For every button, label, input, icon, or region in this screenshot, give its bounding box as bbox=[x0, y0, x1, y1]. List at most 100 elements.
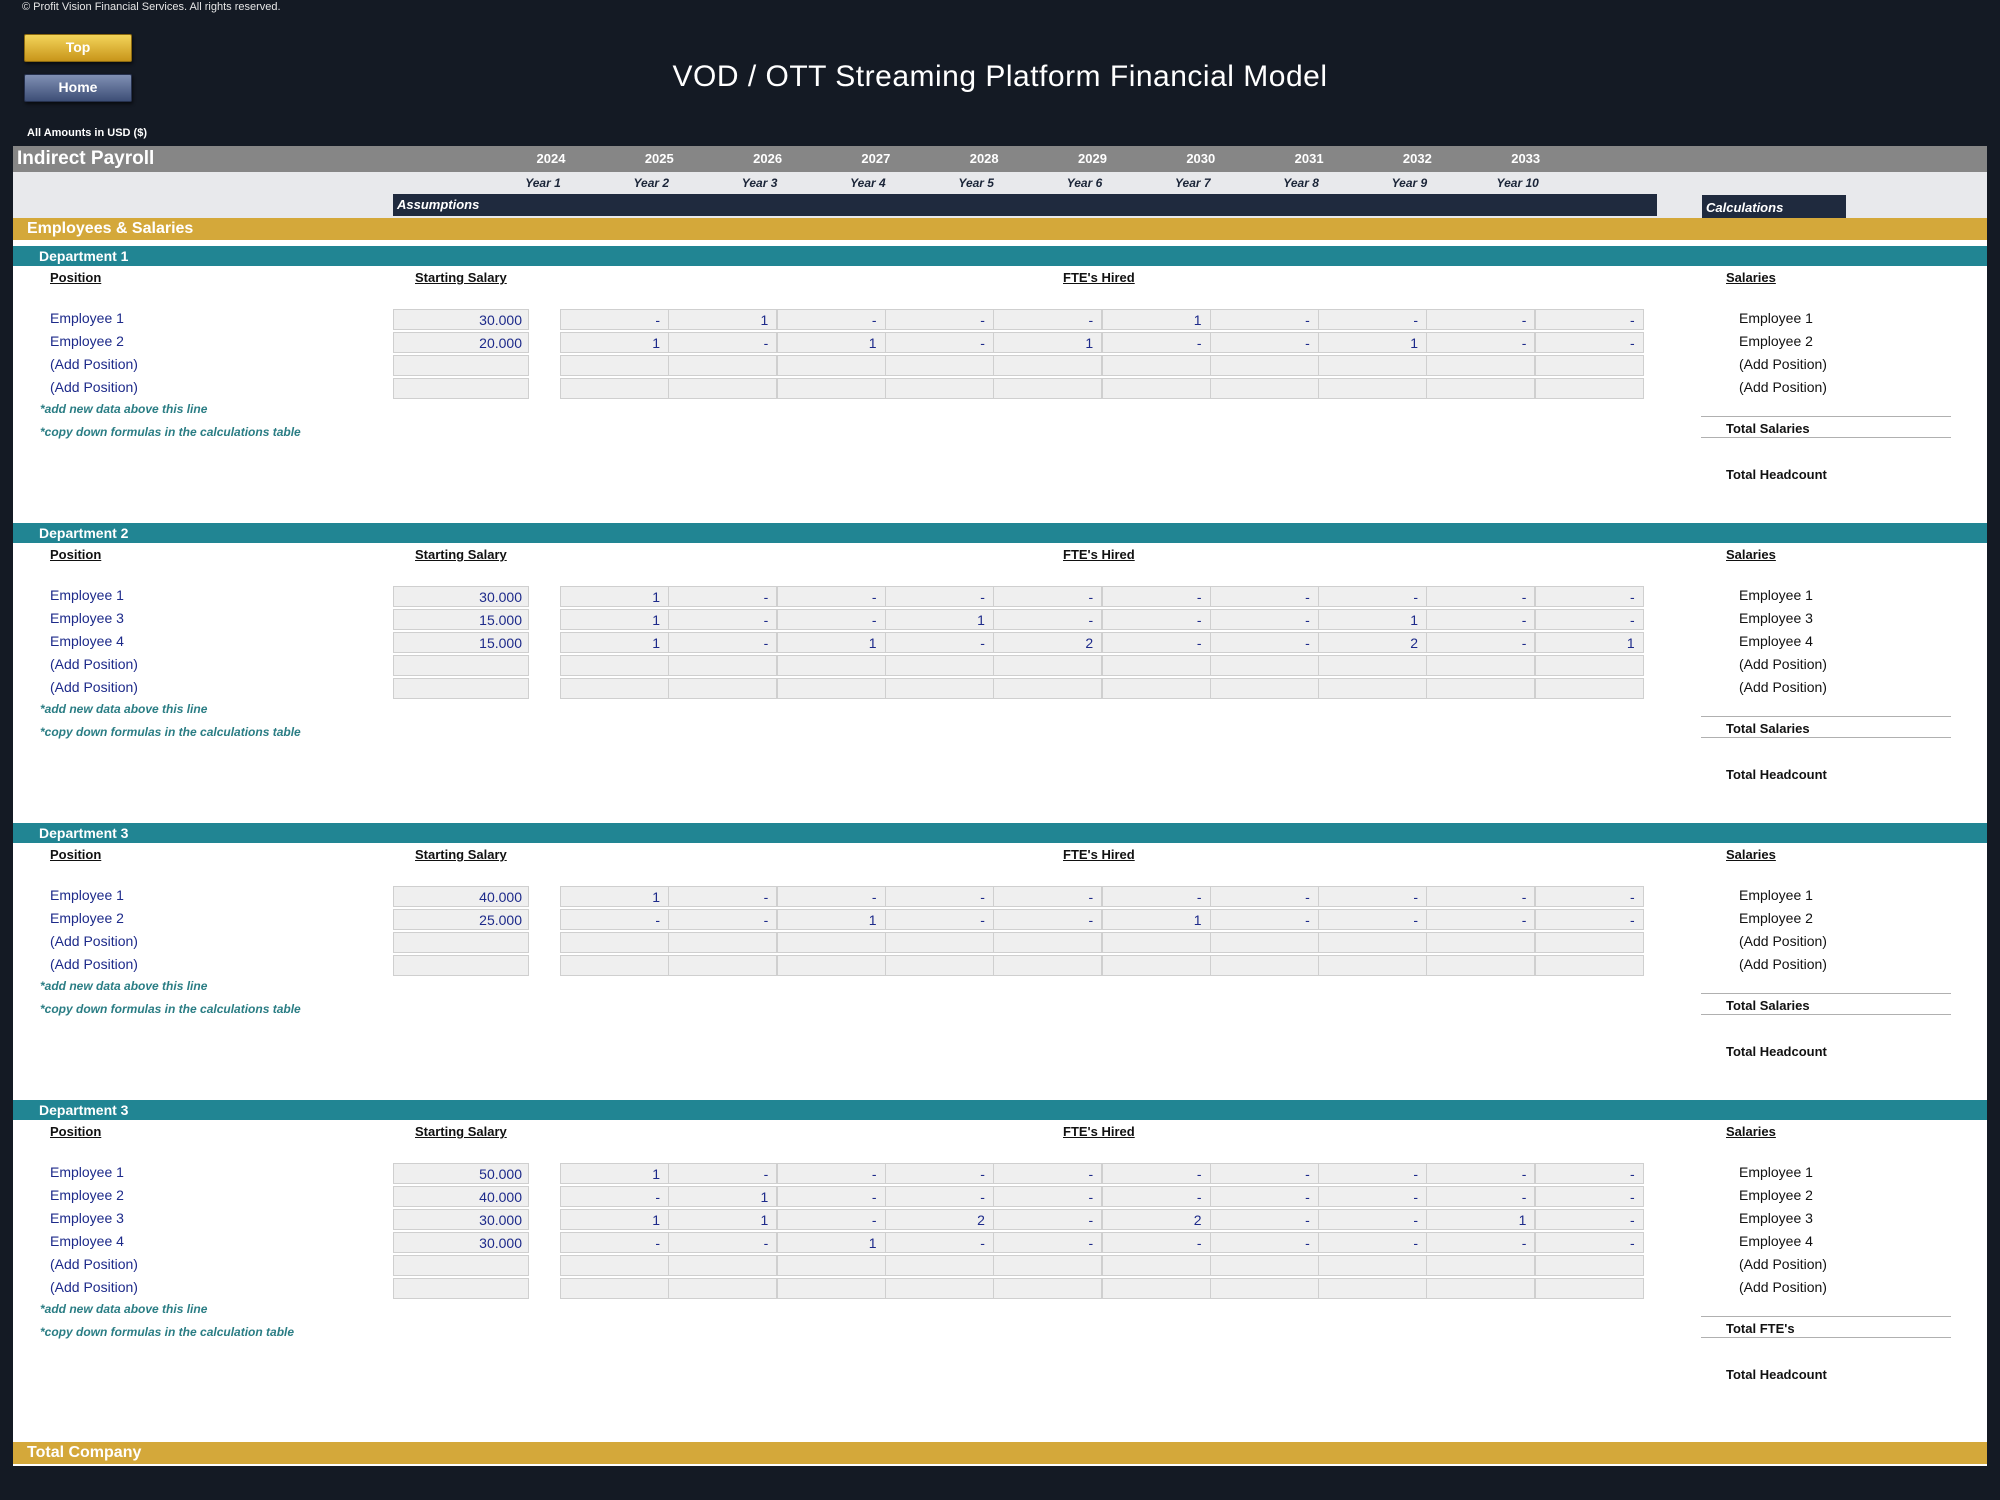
fte-cell[interactable] bbox=[993, 1278, 1103, 1299]
starting-salary-cell[interactable] bbox=[393, 355, 529, 376]
starting-salary-cell[interactable]: 15.000 bbox=[393, 609, 529, 630]
fte-cell[interactable] bbox=[993, 678, 1103, 699]
fte-cell[interactable]: - bbox=[776, 586, 886, 607]
fte-cell[interactable] bbox=[1318, 1278, 1428, 1299]
fte-cell[interactable] bbox=[1426, 378, 1536, 399]
starting-salary-cell[interactable] bbox=[393, 1255, 529, 1276]
fte-cell[interactable]: - bbox=[1534, 1232, 1644, 1253]
fte-cell[interactable]: - bbox=[1534, 586, 1644, 607]
fte-cell[interactable] bbox=[1101, 378, 1211, 399]
fte-cell[interactable] bbox=[1101, 955, 1211, 976]
home-button[interactable]: Home bbox=[24, 74, 132, 102]
fte-cell[interactable]: - bbox=[776, 309, 886, 330]
fte-cell[interactable]: - bbox=[884, 1232, 994, 1253]
fte-cell[interactable] bbox=[1101, 678, 1211, 699]
fte-cell[interactable]: 1 bbox=[668, 1186, 778, 1207]
fte-cell[interactable]: - bbox=[1101, 586, 1211, 607]
fte-cell[interactable]: - bbox=[1426, 332, 1536, 353]
fte-cell[interactable]: - bbox=[1318, 886, 1428, 907]
fte-cell[interactable]: - bbox=[1318, 1186, 1428, 1207]
fte-cell[interactable] bbox=[1101, 1278, 1211, 1299]
fte-cell[interactable]: - bbox=[884, 309, 994, 330]
fte-cell[interactable] bbox=[884, 378, 994, 399]
fte-cell[interactable]: - bbox=[1101, 1186, 1211, 1207]
fte-cell[interactable] bbox=[1534, 955, 1644, 976]
fte-cell[interactable] bbox=[776, 355, 886, 376]
fte-cell[interactable]: - bbox=[884, 1163, 994, 1184]
fte-cell[interactable]: - bbox=[668, 1232, 778, 1253]
fte-cell[interactable] bbox=[1426, 355, 1536, 376]
fte-cell[interactable]: - bbox=[1534, 886, 1644, 907]
fte-cell[interactable] bbox=[1534, 1255, 1644, 1276]
starting-salary-cell[interactable]: 20.000 bbox=[393, 332, 529, 353]
fte-cell[interactable] bbox=[1534, 378, 1644, 399]
fte-cell[interactable] bbox=[1534, 355, 1644, 376]
position-cell[interactable]: Employee 2 bbox=[50, 333, 124, 349]
fte-cell[interactable] bbox=[560, 378, 669, 399]
starting-salary-cell[interactable] bbox=[393, 955, 529, 976]
fte-cell[interactable]: - bbox=[1534, 909, 1644, 930]
fte-cell[interactable] bbox=[1426, 955, 1536, 976]
fte-cell[interactable]: - bbox=[1209, 1163, 1319, 1184]
fte-cell[interactable] bbox=[668, 355, 778, 376]
fte-cell[interactable] bbox=[560, 1278, 669, 1299]
fte-cell[interactable]: 1 bbox=[776, 632, 886, 653]
fte-cell[interactable] bbox=[668, 932, 778, 953]
position-cell[interactable]: Employee 1 bbox=[50, 587, 124, 603]
starting-salary-cell[interactable] bbox=[393, 1278, 529, 1299]
starting-salary-cell[interactable]: 30.000 bbox=[393, 309, 529, 330]
fte-cell[interactable]: - bbox=[560, 1186, 669, 1207]
fte-cell[interactable]: - bbox=[1209, 1209, 1319, 1230]
fte-cell[interactable]: - bbox=[560, 1232, 669, 1253]
fte-cell[interactable] bbox=[884, 678, 994, 699]
fte-cell[interactable]: - bbox=[1101, 632, 1211, 653]
fte-cell[interactable] bbox=[776, 955, 886, 976]
fte-cell[interactable] bbox=[993, 955, 1103, 976]
position-cell[interactable]: (Add Position) bbox=[50, 1279, 138, 1295]
fte-cell[interactable]: - bbox=[1426, 1163, 1536, 1184]
fte-cell[interactable]: - bbox=[1101, 1232, 1211, 1253]
fte-cell[interactable] bbox=[776, 1255, 886, 1276]
fte-cell[interactable]: - bbox=[668, 609, 778, 630]
fte-cell[interactable]: - bbox=[993, 309, 1103, 330]
fte-cell[interactable] bbox=[776, 655, 886, 676]
fte-cell[interactable]: - bbox=[1101, 886, 1211, 907]
fte-cell[interactable]: 2 bbox=[1318, 632, 1428, 653]
fte-cell[interactable]: - bbox=[993, 609, 1103, 630]
fte-cell[interactable] bbox=[1534, 678, 1644, 699]
fte-cell[interactable]: - bbox=[1426, 886, 1536, 907]
position-cell[interactable]: Employee 4 bbox=[50, 1233, 124, 1249]
fte-cell[interactable]: 1 bbox=[560, 886, 669, 907]
fte-cell[interactable]: - bbox=[884, 886, 994, 907]
fte-cell[interactable] bbox=[884, 1255, 994, 1276]
starting-salary-cell[interactable]: 30.000 bbox=[393, 586, 529, 607]
fte-cell[interactable]: - bbox=[1318, 1163, 1428, 1184]
fte-cell[interactable] bbox=[776, 678, 886, 699]
position-cell[interactable]: Employee 3 bbox=[50, 1210, 124, 1226]
fte-cell[interactable] bbox=[993, 655, 1103, 676]
fte-cell[interactable] bbox=[993, 355, 1103, 376]
fte-cell[interactable] bbox=[1101, 1255, 1211, 1276]
fte-cell[interactable]: - bbox=[884, 632, 994, 653]
fte-cell[interactable] bbox=[1209, 655, 1319, 676]
fte-cell[interactable]: - bbox=[884, 909, 994, 930]
fte-cell[interactable] bbox=[884, 955, 994, 976]
fte-cell[interactable] bbox=[884, 1278, 994, 1299]
fte-cell[interactable]: - bbox=[1534, 332, 1644, 353]
fte-cell[interactable]: - bbox=[1318, 1232, 1428, 1253]
fte-cell[interactable]: - bbox=[1426, 1232, 1536, 1253]
fte-cell[interactable]: - bbox=[560, 909, 669, 930]
fte-cell[interactable]: - bbox=[1534, 309, 1644, 330]
fte-cell[interactable] bbox=[884, 655, 994, 676]
fte-cell[interactable]: - bbox=[1209, 632, 1319, 653]
fte-cell[interactable] bbox=[560, 355, 669, 376]
fte-cell[interactable]: 1 bbox=[776, 1232, 886, 1253]
fte-cell[interactable] bbox=[1209, 955, 1319, 976]
fte-cell[interactable] bbox=[993, 378, 1103, 399]
fte-cell[interactable] bbox=[1101, 655, 1211, 676]
starting-salary-cell[interactable]: 50.000 bbox=[393, 1163, 529, 1184]
fte-cell[interactable]: - bbox=[993, 1163, 1103, 1184]
starting-salary-cell[interactable] bbox=[393, 378, 529, 399]
fte-cell[interactable] bbox=[1426, 932, 1536, 953]
fte-cell[interactable]: - bbox=[1209, 909, 1319, 930]
